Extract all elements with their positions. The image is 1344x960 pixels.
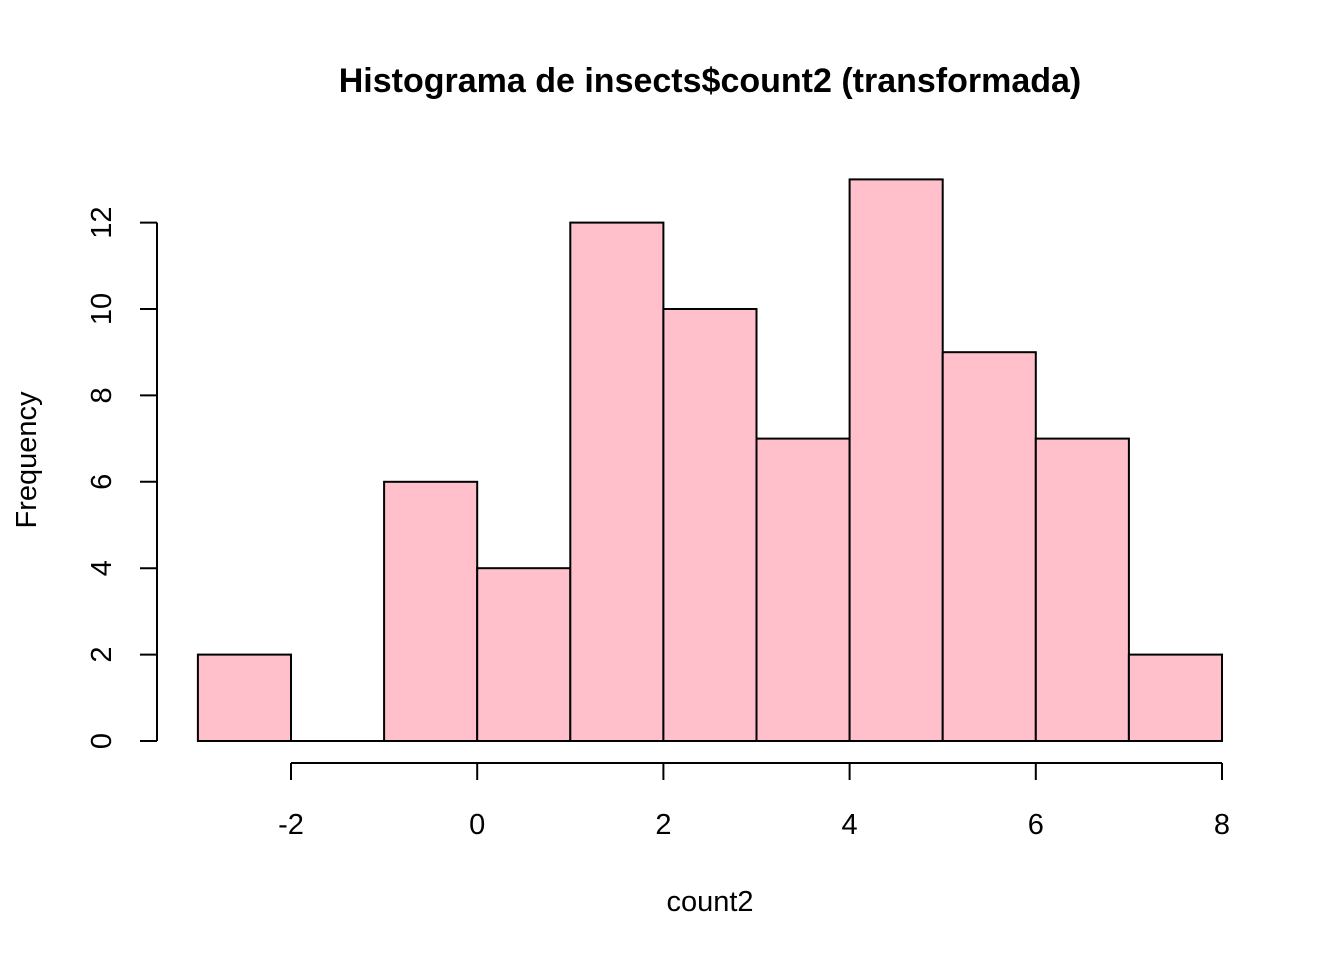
x-tick-label: 6 [1028, 809, 1044, 841]
y-tick-label: 0 [86, 733, 118, 749]
histogram-bar [941, 351, 1037, 742]
histogram-bar [569, 221, 665, 743]
histogram-bar [755, 437, 851, 742]
y-tick-label: 8 [86, 387, 118, 403]
y-axis-label: Frequency [11, 391, 43, 529]
histogram-bar [1127, 653, 1224, 742]
chart-title: Histograma de insects$count2 (transforma… [339, 62, 1082, 100]
x-tick-label: -2 [278, 809, 304, 841]
x-axis: -2 0 2 4 6 8 [278, 762, 1230, 841]
bars-group [196, 178, 1224, 743]
histogram-bar [196, 653, 292, 742]
y-tick-label: 2 [86, 647, 118, 663]
y-tick-label: 4 [86, 560, 118, 576]
y-tick-label: 10 [86, 293, 118, 325]
histogram-bar [383, 480, 479, 742]
histogram-bar [662, 308, 758, 742]
y-tick-label: 6 [86, 474, 118, 490]
x-tick-label: 2 [655, 809, 671, 841]
y-axis: 0 2 4 6 8 10 12 [86, 206, 158, 749]
x-axis-label: count2 [666, 886, 753, 918]
histogram-bar [476, 567, 572, 743]
x-tick-label: 4 [842, 809, 858, 841]
x-tick-label: 0 [469, 809, 485, 841]
x-tick-label: 8 [1214, 809, 1230, 841]
histogram-bar [848, 178, 944, 742]
histogram-bar [1034, 437, 1130, 742]
y-tick-label: 12 [86, 206, 118, 238]
